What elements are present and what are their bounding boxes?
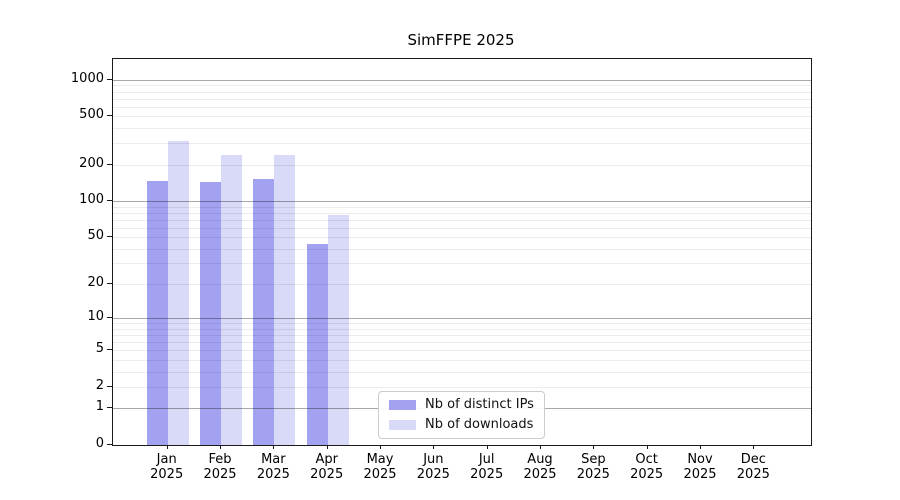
x-tick-label-may: May 2025 xyxy=(350,452,410,482)
y-tick-100 xyxy=(107,200,112,201)
legend-row-distinct-ips: Nb of distinct IPs xyxy=(389,397,534,413)
y-tick-label-5: 5 xyxy=(95,341,104,357)
gridline-minor-900 xyxy=(113,85,811,87)
month-label: Jan xyxy=(156,452,177,467)
x-tick-apr xyxy=(326,445,328,449)
y-tick-label-50: 50 xyxy=(87,228,104,244)
y-tick-5 xyxy=(107,349,112,351)
legend-row-downloads: Nb of downloads xyxy=(389,417,534,433)
year-label: 2025 xyxy=(523,467,557,482)
y-tick-label-0: 0 xyxy=(95,436,104,451)
x-tick-label-feb: Feb 2025 xyxy=(190,452,250,482)
x-tick-feb xyxy=(220,445,222,449)
x-tick-label-jul: Jul 2025 xyxy=(457,452,517,482)
y-tick-0 xyxy=(107,444,112,445)
bar-distinct-ips-jan xyxy=(146,181,168,445)
x-tick-mar xyxy=(273,445,275,449)
year-label: 2025 xyxy=(470,467,504,482)
legend-swatch-distinct-ips xyxy=(389,400,416,410)
y-tick-label-1: 1 xyxy=(95,399,104,415)
legend-swatch-downloads xyxy=(389,420,416,430)
year-label: 2025 xyxy=(576,467,610,482)
year-label: 2025 xyxy=(416,467,450,482)
gridline-minor-600 xyxy=(113,106,811,108)
x-tick-label-sep: Sep 2025 xyxy=(563,452,623,482)
x-tick-jul xyxy=(486,445,488,449)
bar-distinct-ips-feb xyxy=(200,182,222,445)
x-tick-label-mar: Mar 2025 xyxy=(243,452,303,482)
year-label: 2025 xyxy=(256,467,290,482)
y-tick-20 xyxy=(107,283,112,285)
month-label: Mar xyxy=(261,452,286,467)
y-tick-label-20: 20 xyxy=(87,275,104,291)
gridline-minor-700 xyxy=(113,98,811,100)
y-tick-1 xyxy=(107,407,112,409)
y-tick-label-1000: 1000 xyxy=(70,70,104,86)
month-label: Apr xyxy=(315,452,338,467)
bar-distinct-ips-mar xyxy=(253,179,275,445)
gridline-minor-200 xyxy=(113,164,811,166)
year-label: 2025 xyxy=(736,467,770,482)
month-label: Jun xyxy=(423,452,444,467)
x-tick-jun xyxy=(433,445,435,449)
y-tick-label-200: 200 xyxy=(79,155,104,171)
x-tick-jan xyxy=(166,445,168,449)
bar-downloads-jan xyxy=(167,141,189,445)
legend: Nb of distinct IPs Nb of downloads xyxy=(378,391,545,439)
y-tick-label-500: 500 xyxy=(79,107,104,123)
chart-title: SimFFPE 2025 xyxy=(407,31,515,49)
legend-label-downloads: Nb of downloads xyxy=(425,417,534,432)
year-label: 2025 xyxy=(203,467,237,482)
y-tick-2 xyxy=(107,385,112,387)
y-tick-label-100: 100 xyxy=(79,192,104,207)
month-label: Dec xyxy=(740,452,766,467)
bar-downloads-feb xyxy=(221,154,243,445)
month-label: Jul xyxy=(478,452,495,467)
y-tick-10 xyxy=(107,317,112,319)
x-tick-nov xyxy=(700,445,701,449)
x-tick-aug xyxy=(540,445,541,449)
x-tick-label-apr: Apr 2025 xyxy=(297,452,357,482)
x-tick-may xyxy=(380,445,382,449)
x-tick-oct xyxy=(646,445,648,449)
x-tick-label-jan: Jan 2025 xyxy=(137,452,197,482)
y-tick-200 xyxy=(107,163,112,165)
x-tick-label-oct: Oct 2025 xyxy=(617,452,677,482)
year-label: 2025 xyxy=(630,467,664,482)
x-tick-label-dec: Dec 2025 xyxy=(723,452,783,482)
x-tick-dec xyxy=(753,445,755,449)
month-label: Feb xyxy=(208,452,232,467)
month-label: Nov xyxy=(687,452,713,467)
y-tick-label-10: 10 xyxy=(87,309,104,325)
year-label: 2025 xyxy=(150,467,184,482)
year-label: 2025 xyxy=(310,467,344,482)
y-tick-500 xyxy=(107,115,112,117)
year-label: 2025 xyxy=(683,467,717,482)
bar-distinct-ips-apr xyxy=(306,243,328,445)
bar-downloads-mar xyxy=(274,154,296,445)
x-tick-label-nov: Nov 2025 xyxy=(670,452,730,482)
gridline-major-1000 xyxy=(113,79,811,81)
month-label: May xyxy=(366,452,394,467)
bar-downloads-apr xyxy=(327,215,349,445)
x-tick-sep xyxy=(593,445,595,449)
y-tick-50 xyxy=(107,236,112,238)
legend-label-distinct-ips: Nb of distinct IPs xyxy=(425,397,534,412)
x-tick-label-aug: Aug 2025 xyxy=(510,452,570,482)
gridline-minor-400 xyxy=(113,128,811,130)
y-tick-1000 xyxy=(107,78,112,80)
plot-area xyxy=(112,58,812,446)
month-label: Oct xyxy=(635,452,658,467)
x-tick-label-jun: Jun 2025 xyxy=(403,452,463,482)
gridline-minor-800 xyxy=(113,91,811,93)
y-tick-label-2: 2 xyxy=(95,377,104,393)
gridline-minor-300 xyxy=(113,143,811,145)
month-label: Sep xyxy=(581,452,606,467)
month-label: Aug xyxy=(527,452,553,467)
year-label: 2025 xyxy=(363,467,397,482)
gridline-minor-500 xyxy=(113,116,811,118)
